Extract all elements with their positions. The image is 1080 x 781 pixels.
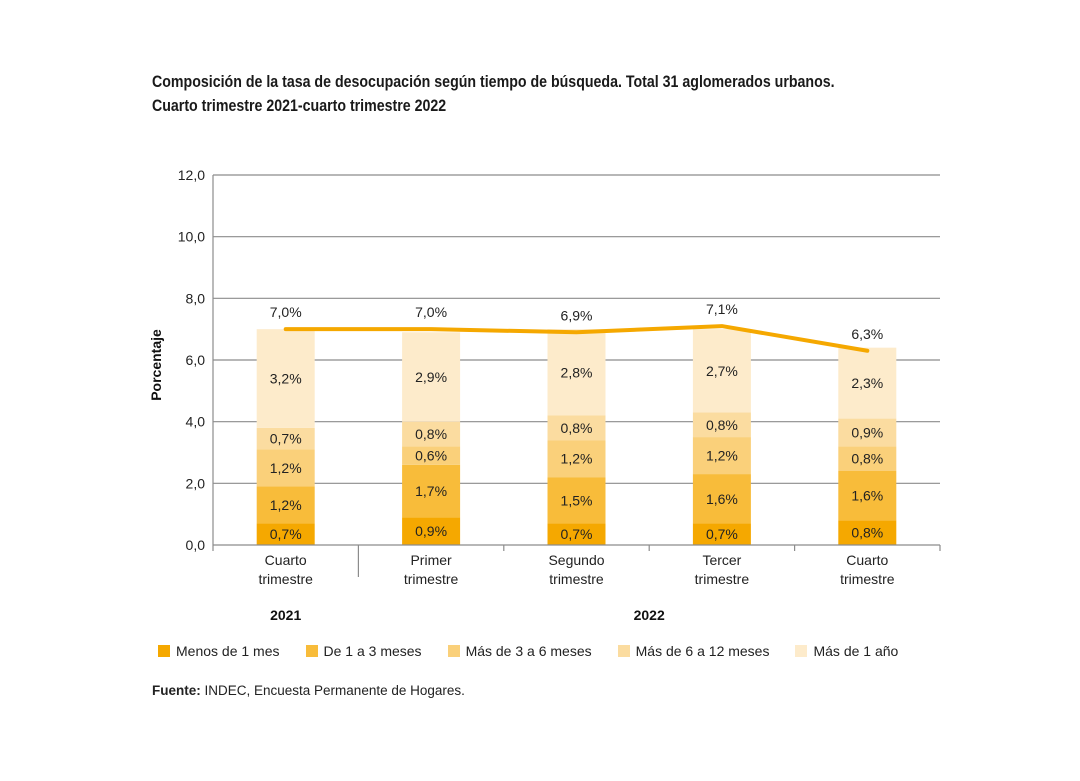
data-label: 0,9% [415,523,447,539]
legend-swatch [158,645,170,657]
legend-label: Más de 6 a 12 meses [635,643,770,659]
bar-segment [547,415,606,441]
bar-segment [402,517,461,545]
source-note: Fuente: INDEC, Encuesta Permanente de Ho… [152,683,465,698]
x-tick-label: trimestre [549,571,604,587]
y-tick-label: 8,0 [186,290,206,306]
source-text: INDEC, Encuesta Permanente de Hogares. [200,683,465,698]
bar-segment [692,474,751,524]
bar-segment [547,477,606,524]
data-label: 1,2% [561,451,593,467]
legend: Menos de 1 mes De 1 a 3 meses Más de 3 a 6… [158,643,924,659]
x-tick-label: trimestre [695,571,750,587]
bar-segment [547,440,606,478]
y-tick-label: 4,0 [186,414,206,430]
x-tick-label: Primer [410,552,452,568]
y-tick-label: 6,0 [186,352,206,368]
legend-label: Más de 1 año [813,643,899,659]
bar-segment [402,464,461,518]
bar-segment [838,418,897,447]
x-tick-label: Tercer [702,552,741,568]
bar-segment [547,329,606,416]
bar-segment [256,486,315,524]
bar-segment [838,347,897,419]
legend-swatch [305,645,318,657]
legend-item: Más de 6 a 12 meses [617,643,770,659]
bar-segment [256,449,315,487]
total-label: 7,0% [270,304,302,320]
data-label: 0,7% [270,526,302,542]
legend-swatch [447,645,460,657]
data-label: 2,9% [415,369,447,385]
data-label: 0,7% [706,526,738,542]
y-tick-label: 2,0 [186,475,206,491]
legend-swatch [617,645,630,657]
data-label: 0,8% [415,426,447,442]
bar-segment [692,329,751,413]
y-tick-label: 10,0 [178,229,205,245]
x-tick-label: Segundo [548,552,604,568]
data-label: 0,8% [561,420,593,436]
data-label: 2,7% [706,363,738,379]
bar-segment [402,332,461,422]
legend-swatch [795,645,808,657]
year-label: 2022 [634,607,665,623]
bar-segment [256,329,315,428]
data-label: 2,3% [851,375,883,391]
data-label: 0,8% [851,451,883,467]
bar-segment [256,427,315,450]
data-label: 1,5% [561,492,593,508]
x-tick-label: Cuarto [846,552,888,568]
data-label: 0,7% [270,431,302,447]
x-tick-label: trimestre [258,571,313,587]
bar-segment [547,523,606,545]
year-label: 2021 [270,607,301,623]
total-label: 6,3% [851,326,883,342]
total-rate-line [283,324,870,353]
legend-item: Menos de 1 mes [158,643,280,659]
data-label: 1,2% [270,460,302,476]
data-label: 0,9% [851,424,883,440]
data-label: 1,6% [851,488,883,504]
data-label: 3,2% [270,371,302,387]
legend-item: Más de 3 a 6 meses [447,643,592,659]
bar-segment [256,523,315,545]
data-label: 1,2% [270,497,302,513]
y-tick-label: 0,0 [186,537,206,553]
total-label: 7,0% [415,304,447,320]
data-label: 1,6% [706,491,738,507]
legend-label: De 1 a 3 meses [323,643,422,659]
x-tick-label: Cuarto [265,552,307,568]
bar-segment [692,437,751,475]
legend-label: Menos de 1 mes [176,643,280,659]
bar-segment [838,446,897,471]
y-tick-label: 12,0 [178,167,205,183]
bar-segment [838,471,897,521]
chart-title-line1: Composición de la tasa de desocupación s… [152,73,835,91]
chart-title: Composición de la tasa de desocupación s… [152,70,835,118]
y-axis-title: Porcentaje [148,329,164,401]
total-label: 7,1% [706,301,738,317]
x-tick-label: trimestre [404,571,459,587]
legend-item: Más de 1 año [795,643,898,659]
data-label: 0,7% [561,526,593,542]
bar-segment [402,446,461,465]
bar-segment [692,523,751,545]
data-label: 1,7% [415,483,447,499]
source-label: Fuente: [152,683,201,698]
data-label: 0,8% [706,417,738,433]
bar-segment [838,520,897,545]
legend-item: De 1 a 3 meses [305,643,422,659]
chart-title-line2: Cuarto trimestre 2021-cuarto trimestre 2… [152,97,447,115]
x-tick-label: trimestre [840,571,895,587]
legend-label: Más de 3 a 6 meses [465,643,592,659]
data-label: 1,2% [706,448,738,464]
data-label: 2,8% [561,364,593,380]
data-label: 0,8% [851,525,883,541]
data-label: 0,6% [415,448,447,464]
bar-segment [402,421,461,447]
bar-segment [692,412,751,438]
total-label: 6,9% [561,307,593,323]
